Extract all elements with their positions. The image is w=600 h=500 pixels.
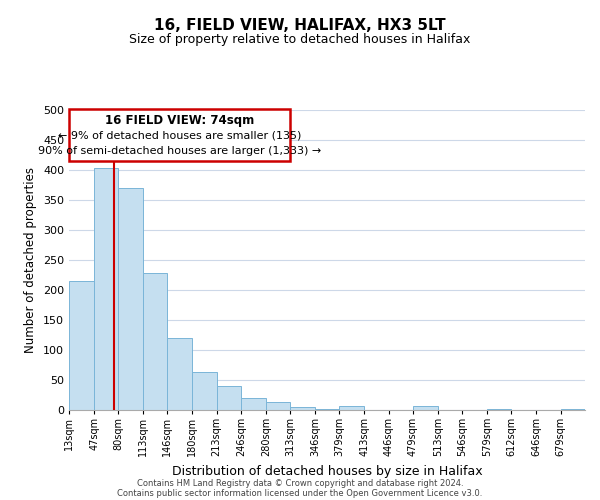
Text: ← 9% of detached houses are smaller (135): ← 9% of detached houses are smaller (135… — [58, 131, 301, 141]
Text: Contains HM Land Registry data © Crown copyright and database right 2024.: Contains HM Land Registry data © Crown c… — [137, 478, 463, 488]
Bar — [69, 281, 94, 410]
Bar — [560, 409, 585, 410]
Text: 90% of semi-detached houses are larger (1,333) →: 90% of semi-detached houses are larger (… — [38, 146, 322, 156]
Text: 16, FIELD VIEW, HALIFAX, HX3 5LT: 16, FIELD VIEW, HALIFAX, HX3 5LT — [154, 18, 446, 32]
FancyBboxPatch shape — [69, 109, 290, 161]
X-axis label: Distribution of detached houses by size in Halifax: Distribution of detached houses by size … — [172, 464, 482, 477]
Bar — [217, 386, 241, 410]
Bar — [167, 338, 192, 410]
Bar — [266, 402, 290, 410]
Bar — [94, 168, 118, 410]
Text: 16 FIELD VIEW: 74sqm: 16 FIELD VIEW: 74sqm — [105, 114, 254, 128]
Text: Size of property relative to detached houses in Halifax: Size of property relative to detached ho… — [130, 32, 470, 46]
Text: Contains public sector information licensed under the Open Government Licence v3: Contains public sector information licen… — [118, 488, 482, 498]
Bar — [118, 188, 143, 410]
Bar — [487, 409, 511, 410]
Bar — [290, 407, 315, 410]
Bar — [241, 398, 266, 410]
Bar — [143, 273, 167, 410]
Bar — [315, 409, 339, 410]
Bar — [192, 372, 217, 410]
Bar — [413, 406, 438, 410]
Bar — [339, 406, 364, 410]
Y-axis label: Number of detached properties: Number of detached properties — [25, 167, 37, 353]
